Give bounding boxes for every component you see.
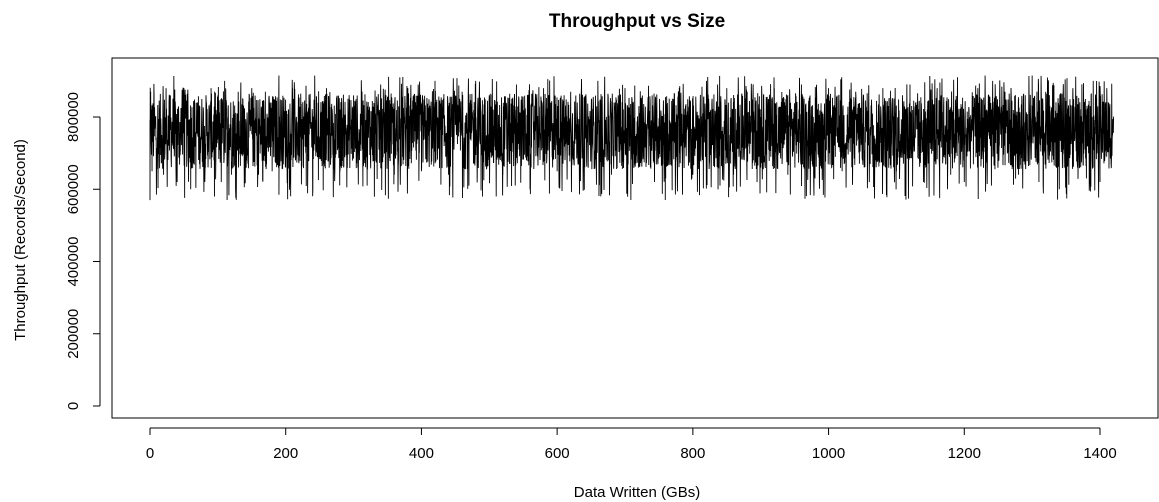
y-axis-label: Throughput (Records/Second): [12, 139, 29, 341]
y-tick-label: 0: [65, 402, 82, 410]
chart-title: Throughput vs Size: [549, 11, 725, 32]
y-tick-label: 600000: [65, 164, 82, 214]
y-tick-label: 800000: [65, 92, 82, 142]
plot-area: [111, 57, 1159, 419]
x-axis: 0 200 400 600 800 1000 1200 1400: [146, 427, 1117, 462]
x-tick-label: 200: [273, 445, 298, 462]
throughput-series-line: [149, 75, 1115, 201]
x-tick-label: 1000: [812, 445, 845, 462]
x-tick-label: 1400: [1083, 445, 1116, 462]
x-tick-label: 1200: [948, 445, 981, 462]
y-tick-label: 200000: [65, 309, 82, 359]
y-tick-label: 400000: [65, 236, 82, 286]
plot-frame: [111, 57, 1159, 419]
x-tick-label: 400: [409, 445, 434, 462]
x-tick-label: 0: [146, 445, 154, 462]
x-tick-label: 800: [680, 445, 705, 462]
x-tick-label: 600: [545, 445, 570, 462]
x-axis-label: Data Written (GBs): [574, 484, 700, 501]
y-axis: 0 200000 400000 600000 800000: [65, 92, 101, 410]
